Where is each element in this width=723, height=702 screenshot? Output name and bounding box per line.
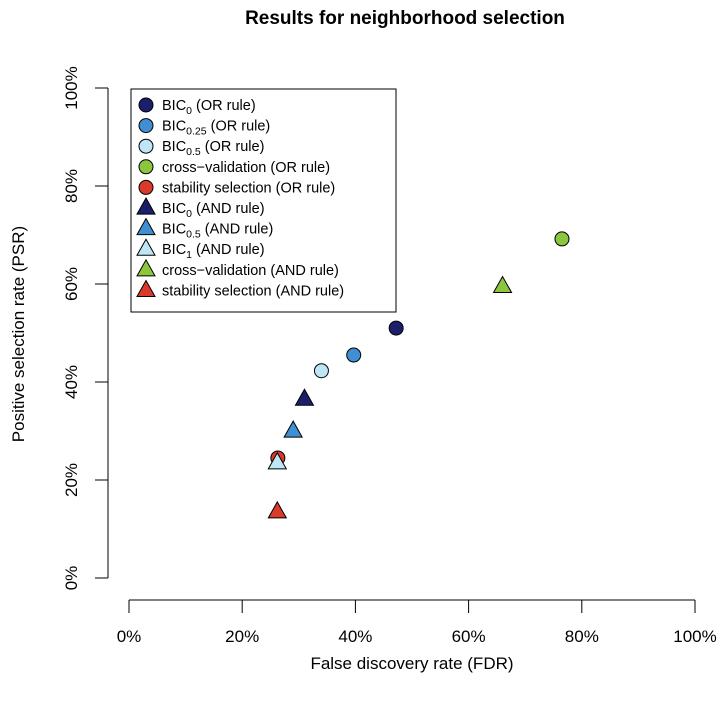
y-tick-label: 60% bbox=[62, 267, 81, 301]
y-tick-label: 100% bbox=[62, 66, 81, 109]
legend-marker bbox=[138, 179, 154, 195]
x-tick-label: 80% bbox=[565, 627, 599, 646]
data-point-circle bbox=[554, 231, 570, 247]
legend-marker bbox=[138, 138, 154, 154]
data-point-triangle bbox=[492, 275, 513, 294]
y-tick-label: 20% bbox=[62, 463, 81, 497]
legend-marker bbox=[138, 97, 154, 113]
x-tick-label: 20% bbox=[225, 627, 259, 646]
legend-entry-label: BIC0.5 (OR rule) bbox=[162, 139, 264, 158]
data-point-triangle bbox=[267, 500, 288, 519]
legend-entry-label: BIC0.25 (OR rule) bbox=[162, 119, 270, 138]
y-tick-label: 80% bbox=[62, 169, 81, 203]
y-axis-label: Positive selection rate (PSR) bbox=[9, 226, 28, 442]
legend-box bbox=[130, 88, 397, 313]
legend-marker bbox=[136, 258, 156, 277]
legend-marker bbox=[136, 197, 156, 215]
legend-entry-label: cross−validation (OR rule) bbox=[162, 160, 330, 176]
legend: BIC0 (OR rule) BIC0.25 (OR rule)BIC0.5 (O… bbox=[130, 88, 397, 313]
data-point-circle bbox=[388, 320, 404, 336]
legend-entry-label: BIC0 (AND rule) bbox=[162, 201, 265, 220]
legend-entry-label: BIC1 (AND rule) bbox=[162, 242, 265, 261]
legend-entry-label: BIC0.5 (AND rule) bbox=[162, 222, 273, 241]
x-axis: 0% 20% 40% 60% 80% 100% bbox=[117, 599, 717, 646]
x-tick-label: 60% bbox=[452, 627, 486, 646]
x-tick-label: 40% bbox=[338, 627, 372, 646]
legend-marker bbox=[138, 118, 154, 134]
chart-title: Results for neighborhood selection bbox=[245, 8, 565, 29]
x-tick-label: 100% bbox=[673, 627, 716, 646]
y-tick-label: 0% bbox=[62, 566, 81, 591]
x-axis-label: False discovery rate (FDR) bbox=[310, 654, 513, 673]
data-point-triangle bbox=[267, 451, 288, 470]
y-axis: 0% 20% 40% 60% 80% 100% bbox=[62, 66, 109, 590]
data-point-circle bbox=[346, 347, 362, 363]
y-ticks: 0% 20% 40% 60% 80% 100% bbox=[62, 66, 108, 590]
legend-entry-label: stability selection (OR rule) bbox=[162, 180, 335, 196]
data-point-triangle bbox=[283, 420, 303, 438]
data-point-circle bbox=[313, 363, 329, 379]
data-point-triangle bbox=[294, 388, 315, 406]
x-tick-label: 0% bbox=[117, 627, 142, 646]
legend-items: BIC0 (OR rule) BIC0.25 (OR rule)BIC0.5 (O… bbox=[136, 97, 344, 299]
data-points bbox=[267, 231, 570, 519]
legend-entry-label: BIC0 (OR rule) bbox=[162, 98, 256, 117]
y-tick-label: 40% bbox=[62, 365, 81, 399]
legend-marker bbox=[138, 159, 154, 175]
x-ticks: 0% 20% 40% 60% 80% 100% bbox=[117, 600, 717, 646]
legend-marker bbox=[136, 279, 156, 297]
legend-marker bbox=[136, 217, 156, 236]
legend-entry-label: cross−validation (AND rule) bbox=[162, 263, 339, 279]
legend-entry-label: stability selection (AND rule) bbox=[162, 283, 344, 299]
legend-marker bbox=[136, 238, 156, 256]
